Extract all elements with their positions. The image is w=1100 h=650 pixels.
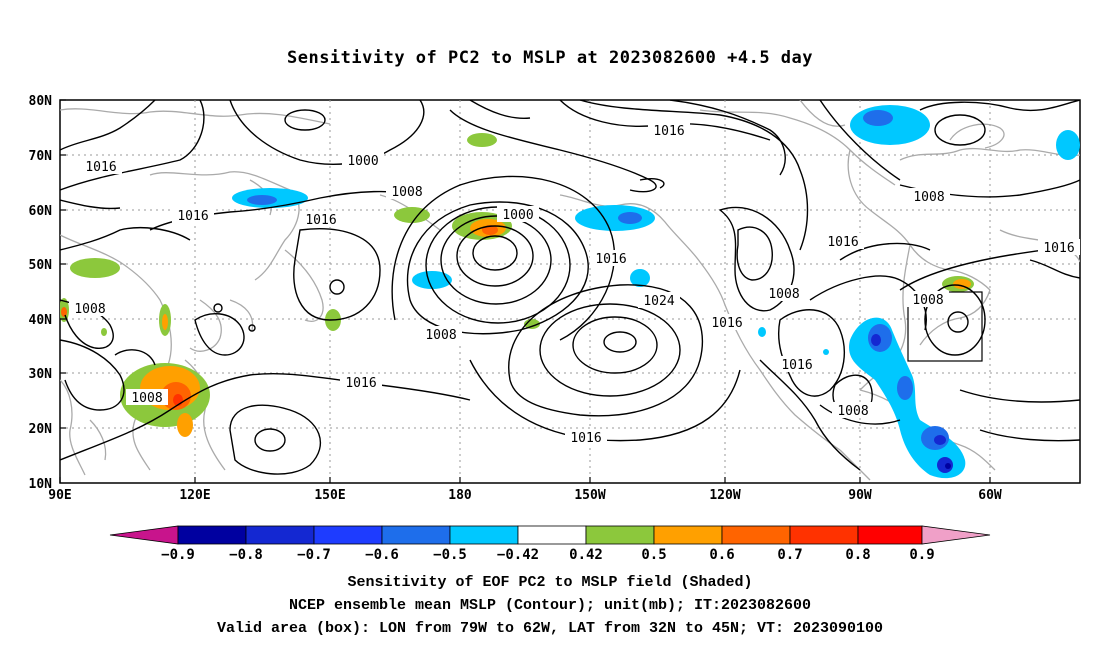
contour-label: 1008 — [912, 293, 943, 308]
map-title: Sensitivity of PC2 to MSLP at 2023082600… — [286, 48, 813, 68]
contour-label: 1008 — [837, 404, 868, 419]
contour-label: 1008 — [131, 391, 162, 406]
contour-label: 1016 — [85, 160, 116, 175]
contour-label: 1008 — [74, 302, 105, 317]
caption-shading: Sensitivity of EOF PC2 to MSLP field (Sh… — [347, 574, 753, 591]
colorbar-swatch — [449, 525, 519, 545]
colorbar-label: 0.7 — [777, 547, 802, 563]
lat-label: 40N — [29, 313, 53, 328]
colorbar: −0.9 −0.8 −0.7 −0.6 −0.5 −0.42 0.42 0.5 … — [109, 525, 991, 563]
grid-lines — [60, 100, 1080, 483]
colorbar-label: −0.42 — [497, 547, 539, 563]
contour-label: 1016 — [653, 124, 684, 139]
contour-labels: 1016 1000 1016 1008 1016 1016 1000 1016 … — [69, 122, 1080, 446]
colorbar-swatch — [517, 525, 587, 545]
caption-valid-area: Valid area (box): LON from 79W to 62W, L… — [216, 620, 884, 637]
contour-label: 1016 — [781, 358, 812, 373]
lon-label: 90E — [48, 488, 71, 503]
colorbar-swatch — [245, 525, 315, 545]
colorbar-label: 0.8 — [845, 547, 870, 563]
latitude-labels: 80N 70N 60N 50N 40N 30N 20N 10N — [29, 94, 53, 492]
contour-label: 1016 — [711, 316, 742, 331]
contour-label: 1008 — [391, 185, 422, 200]
lon-label: 90W — [848, 488, 872, 503]
lat-label: 50N — [29, 258, 53, 273]
lon-label: 180 — [448, 488, 472, 503]
contour-label: 1024 — [643, 294, 674, 309]
colorbar-swatch — [381, 525, 451, 545]
contour-label: 1016 — [570, 431, 601, 446]
contour-label: 1016 — [595, 252, 626, 267]
colorbar-right-arrow — [921, 525, 991, 545]
colorbar-label: −0.5 — [433, 547, 467, 563]
contour-label: 1000 — [347, 154, 378, 169]
lon-label: 150W — [574, 488, 605, 503]
contour-label: 1016 — [305, 213, 336, 228]
lat-label: 20N — [29, 422, 53, 437]
colorbar-label: 0.9 — [909, 547, 934, 563]
lon-label: 120W — [709, 488, 740, 503]
colorbar-label: −0.9 — [161, 547, 195, 563]
longitude-labels: 90E 120E 150E 180 150W 120W 90W 60W — [48, 488, 1002, 503]
colorbar-swatch — [721, 525, 791, 545]
colorbar-swatch — [857, 525, 923, 545]
colorbar-label: 0.42 — [569, 547, 603, 563]
contour-label: 1016 — [827, 235, 858, 250]
colorbar-label: 0.6 — [709, 547, 734, 563]
lat-label: 30N — [29, 367, 53, 382]
contour-label: 1016 — [177, 209, 208, 224]
contour-label: 1016 — [1043, 241, 1074, 256]
lon-label: 150E — [314, 488, 345, 503]
mslp-contours — [60, 100, 1080, 475]
colorbar-label: −0.6 — [365, 547, 399, 563]
colorbar-swatch — [585, 525, 655, 545]
caption-contour: NCEP ensemble mean MSLP (Contour); unit(… — [288, 597, 812, 614]
colorbar-swatch — [177, 525, 247, 545]
contour-label: 1008 — [913, 190, 944, 205]
lon-label: 120E — [179, 488, 210, 503]
contour-label: 1008 — [425, 328, 456, 343]
colorbar-swatch — [653, 525, 723, 545]
colorbar-left-arrow — [109, 525, 179, 545]
lat-label: 60N — [29, 204, 53, 219]
lat-label: 70N — [29, 149, 53, 164]
colorbar-labels: −0.9 −0.8 −0.7 −0.6 −0.5 −0.42 0.42 0.5 … — [161, 547, 935, 563]
lat-label: 10N — [29, 477, 53, 492]
lon-label: 60W — [978, 488, 1002, 503]
contour-label: 1000 — [502, 208, 533, 223]
colorbar-label: 0.5 — [641, 547, 666, 563]
colorbar-label: −0.7 — [297, 547, 331, 563]
colorbar-label: −0.8 — [229, 547, 263, 563]
colorbar-swatch — [313, 525, 383, 545]
contour-label: 1016 — [345, 376, 376, 391]
colorbar-swatch — [789, 525, 859, 545]
contour-label: 1008 — [768, 287, 799, 302]
lat-label: 80N — [29, 94, 53, 109]
axis-ticks — [59, 99, 991, 483]
